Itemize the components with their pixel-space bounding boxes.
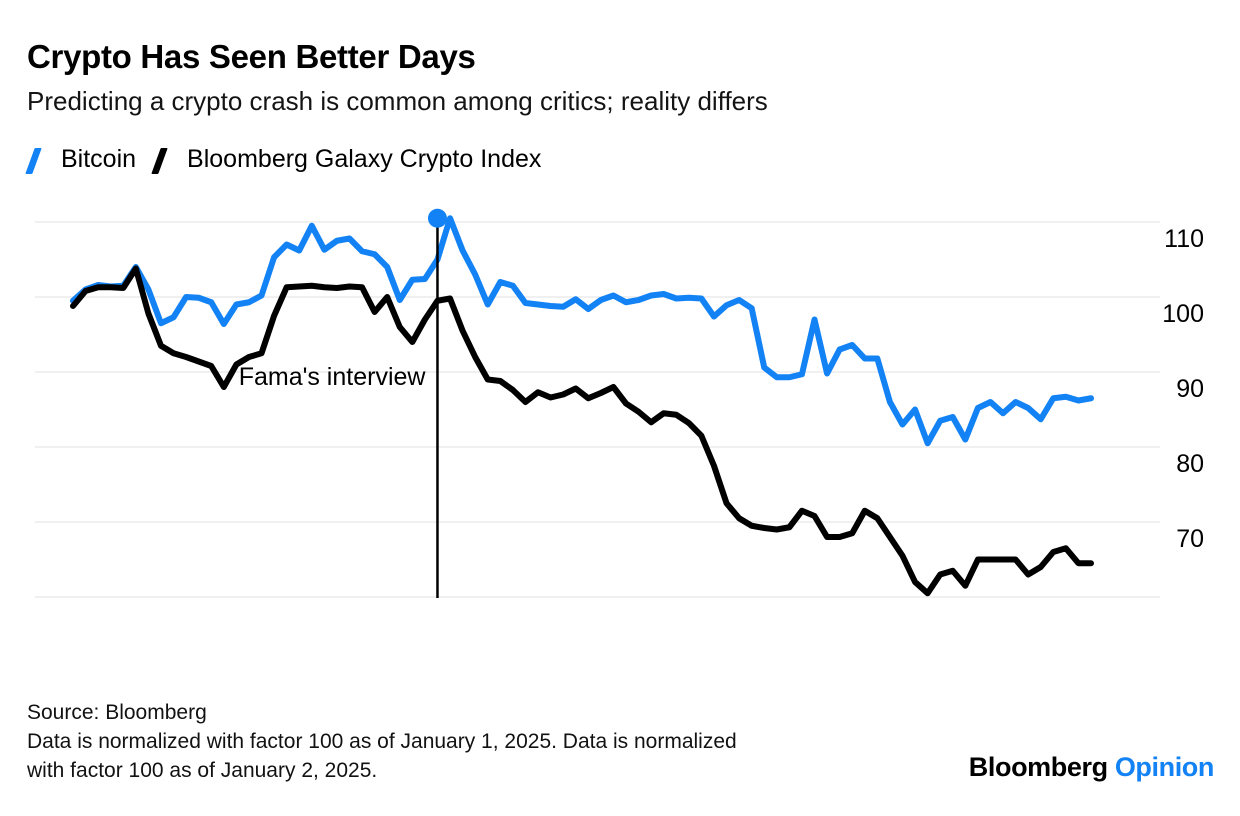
note-line: Data is normalized with factor 100 as of… [27, 730, 737, 782]
y-axis-tick-label: 70 [1176, 525, 1204, 553]
annotation-marker-dot [427, 208, 447, 228]
chart-area: 11010090807060Fama's interviewJan 12025J… [0, 178, 1240, 598]
line-chart: 11010090807060Fama's interviewJan 12025J… [35, 208, 1204, 598]
brand-name: Bloomberg [968, 752, 1108, 782]
footer-notes: Source: Bloomberg Data is normalized wit… [27, 698, 957, 785]
bloomberg-opinion-logo: Bloomberg Opinion [968, 752, 1215, 783]
legend-label-bitcoin: Bitcoin [61, 144, 137, 173]
legend-item-galaxy-index[interactable]: Bloomberg Galaxy Crypto Index [151, 144, 542, 174]
legend-slash-icon-galaxy-index [151, 146, 176, 174]
page-subtitle: Predicting a crypto crash is common amon… [27, 86, 768, 116]
chart-legend: Bitcoin Bloomberg Galaxy Crypto Index [25, 142, 542, 176]
legend-label-galaxy-index: Bloomberg Galaxy Crypto Index [187, 144, 542, 173]
legend-slash-icon-bitcoin [25, 146, 50, 174]
source-line: Source: Bloomberg [27, 701, 207, 724]
y-axis-tick-label: 100 [1162, 300, 1204, 328]
legend-item-bitcoin[interactable]: Bitcoin [25, 144, 137, 174]
page-title: Crypto Has Seen Better Days [27, 38, 476, 75]
brand-section: Opinion [1114, 752, 1215, 782]
series-line-galaxy-index [70, 265, 1094, 597]
y-axis-tick-label: 90 [1176, 375, 1204, 403]
y-axis-tick-label: 110 [1164, 225, 1204, 253]
series-line-bitcoin [70, 215, 1094, 447]
y-axis-tick-label: 80 [1176, 450, 1204, 478]
annotation-label: Fama's interview [239, 363, 427, 391]
